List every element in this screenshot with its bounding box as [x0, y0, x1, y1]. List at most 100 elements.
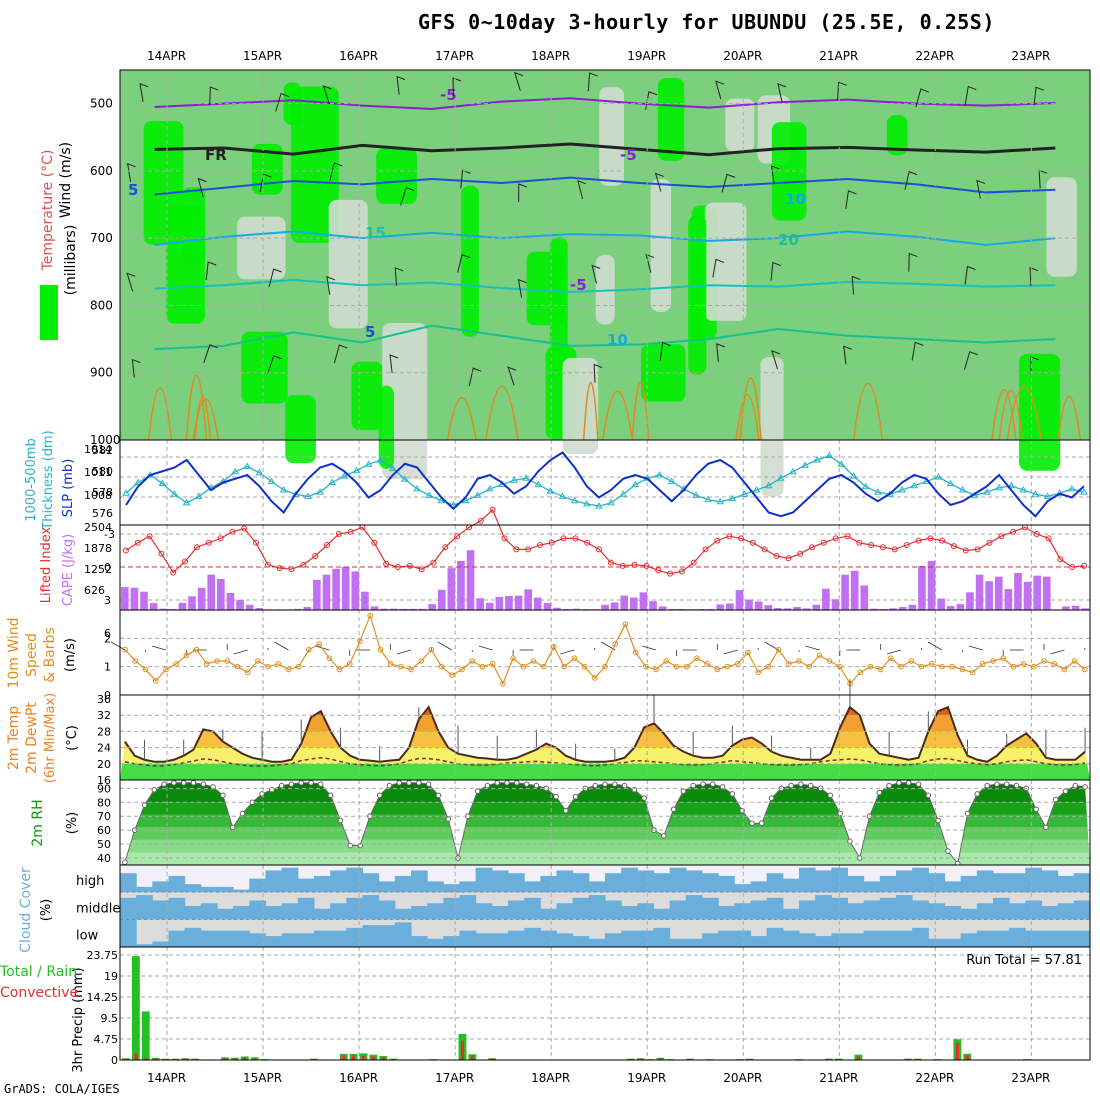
wind-barb [1029, 266, 1039, 286]
cloud-bar [524, 881, 541, 893]
isotherm-label: FR [205, 146, 227, 164]
wind-barb [645, 253, 655, 273]
cape-bar [745, 599, 753, 610]
li-point [394, 564, 401, 570]
li-point [1010, 528, 1017, 535]
cloud-bar [1073, 930, 1091, 947]
isotherm-line [154, 97, 1056, 111]
wind-speed-point [377, 646, 384, 653]
thickness-point [570, 496, 579, 504]
cape-bar [783, 608, 792, 610]
rh-point [798, 781, 804, 787]
wind-speed-point [367, 612, 373, 619]
wind-speed-point [244, 669, 251, 676]
wind-speed-point [224, 658, 231, 664]
cape-bar [1081, 608, 1089, 610]
rh-point [945, 848, 951, 854]
rh-point [504, 779, 510, 786]
rh-band [120, 789, 1090, 803]
rh-point [709, 781, 716, 787]
cloud-bar [427, 881, 444, 893]
cape-bar [793, 607, 801, 610]
ylabel-barbs: & Barbs [42, 627, 58, 683]
precip-convective-bar [124, 1058, 128, 1060]
cloud-bar [718, 875, 735, 893]
thickness-point [485, 484, 494, 492]
thickness-point [255, 468, 264, 476]
cape-bar [1023, 581, 1032, 610]
wind-speed-point [438, 663, 445, 670]
thickness-point [995, 483, 1003, 491]
cape-bar [236, 599, 244, 610]
rh-point [318, 781, 324, 787]
li-line [125, 508, 1085, 575]
precip-convective-bar [470, 1055, 474, 1060]
wind-speed-point [765, 663, 772, 670]
wind-speed-point [745, 649, 751, 656]
wind-speed-point [500, 680, 506, 687]
wind-barb [654, 172, 664, 192]
rh-point [768, 795, 775, 801]
cloud-bar [669, 938, 687, 947]
rh-tick: 40 [97, 852, 111, 865]
li-point [276, 565, 283, 572]
wind-speed-point [734, 661, 741, 667]
thickness-point [170, 490, 179, 497]
li-point [773, 553, 780, 559]
li-point [122, 547, 129, 554]
cloud-bar [556, 903, 574, 920]
li-point [726, 533, 733, 540]
thickness-point [910, 481, 919, 489]
cape-bar [620, 595, 629, 610]
ylabel-slp: SLP (mb) [61, 459, 76, 518]
cloud-bar [184, 927, 202, 947]
cloud-bar [993, 897, 1010, 920]
thickness-point [667, 477, 676, 484]
wind-speed-point [397, 663, 404, 670]
wind-speed-point [928, 661, 935, 667]
cape-bar [649, 601, 657, 610]
cape-bar [994, 576, 1003, 610]
cloud-bar [265, 936, 283, 947]
cape-bar [533, 597, 542, 610]
cloud-bar [249, 900, 266, 920]
cloud-bar [314, 908, 331, 920]
rh-point [523, 781, 530, 787]
cloud-bar [766, 873, 784, 893]
thickness-point [946, 479, 955, 487]
cape-bar [812, 604, 821, 610]
cloud-bar [120, 919, 137, 947]
wind-speed-point [275, 661, 282, 667]
wind-barb [587, 72, 598, 92]
cape-bar [159, 608, 168, 610]
rh-point [915, 781, 922, 787]
cloud-bar [750, 881, 768, 893]
precip-convective-bar [233, 1058, 237, 1060]
thickness-point [328, 478, 337, 485]
wind-speed-point [295, 663, 302, 670]
wind-speed-point [826, 658, 833, 664]
wind-speed-point [724, 663, 731, 670]
cloud-bar [152, 900, 169, 920]
rh-shade-blob [283, 82, 302, 125]
rh-point [974, 791, 981, 797]
precip-convective-bar [342, 1055, 346, 1060]
thickness-point [182, 498, 191, 506]
precip-convective-bar [856, 1056, 860, 1060]
cloud-bar [217, 930, 234, 947]
wind-speed-point [1031, 663, 1037, 670]
wind-speed-point [357, 638, 363, 644]
cloud-bar [976, 930, 994, 947]
thickness-point [958, 486, 967, 493]
li-point [300, 561, 307, 568]
precip-convective-bar [352, 1055, 356, 1060]
wind-speed-point [428, 646, 435, 653]
date-label-bottom: 15APR [243, 1071, 282, 1085]
wind-barb [131, 358, 141, 378]
ylabel-total-rain: Total / Rain [0, 964, 77, 980]
isotherm-label: 20 [778, 231, 799, 249]
cape-bar [630, 597, 638, 610]
cloud-bar [524, 927, 541, 947]
wind-speed-point [1010, 663, 1017, 670]
cape-bar [130, 587, 139, 610]
